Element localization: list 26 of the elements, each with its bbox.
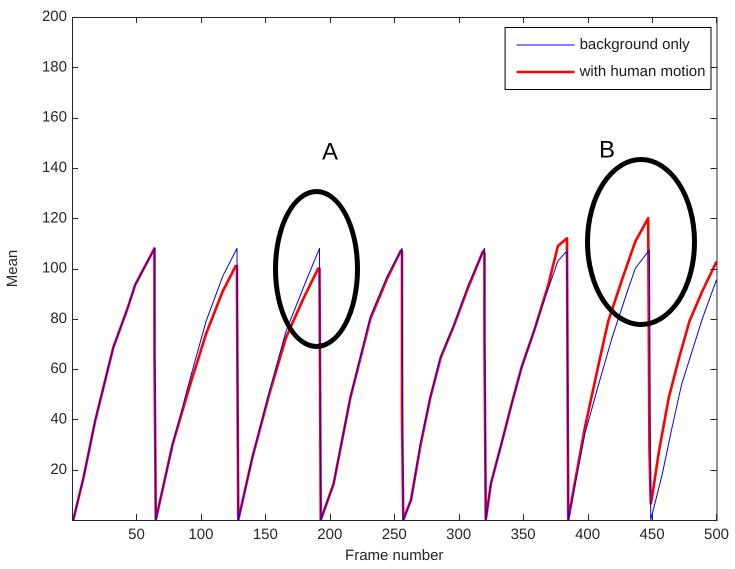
x-tick-label: 150 — [252, 526, 278, 544]
y-tick-label: 180 — [42, 58, 67, 76]
y-tick-label: 20 — [50, 460, 67, 478]
x-tick-label: 350 — [510, 526, 536, 544]
legend-label: with human motion — [578, 63, 706, 80]
x-tick-label: 300 — [446, 526, 472, 544]
y-tick-label: 100 — [42, 260, 67, 277]
y-tick-label: 40 — [50, 410, 67, 428]
y-tick-label: 200 — [42, 8, 67, 26]
x-tick-label: 100 — [188, 526, 214, 544]
y-tick-label: 60 — [50, 360, 67, 378]
x-tick-label: 400 — [575, 526, 600, 544]
y-tick-label: 120 — [42, 209, 67, 226]
y-tick-label: 80 — [50, 310, 67, 327]
y-axis-title: Mean — [4, 250, 22, 288]
y-tick-label: 140 — [42, 159, 67, 176]
y-tick-label: 160 — [42, 108, 67, 126]
legend-label: background only — [580, 36, 690, 54]
x-tick-label: 200 — [317, 526, 342, 544]
annotation: A — [322, 138, 338, 166]
x-tick-label: 450 — [640, 526, 665, 544]
x-tick-label: 500 — [704, 526, 729, 544]
x-tick-label: 250 — [382, 526, 407, 544]
x-axis-title: Frame number — [345, 547, 444, 564]
annotation: B — [598, 136, 616, 164]
x-tick-label: 50 — [128, 526, 145, 544]
